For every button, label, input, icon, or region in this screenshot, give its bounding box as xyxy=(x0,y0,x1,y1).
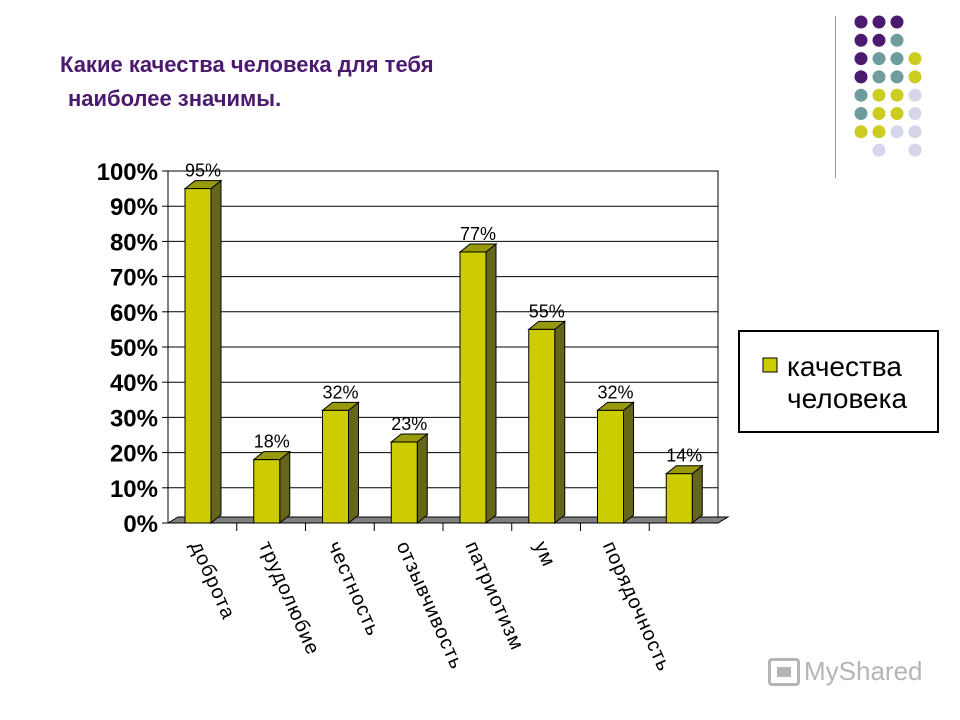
decorative-dot xyxy=(872,143,886,157)
decorative-dot xyxy=(872,70,886,84)
bar-side xyxy=(691,464,703,525)
x-tick-label: отзывчивость xyxy=(392,538,468,673)
decorative-dot xyxy=(890,125,904,139)
decorative-dot xyxy=(854,15,868,29)
legend-label: качества человека xyxy=(787,351,907,414)
legend-swatch xyxy=(762,357,778,373)
decorative-dot xyxy=(872,125,886,139)
decorative-dot xyxy=(872,15,886,29)
watermark-logo: MyShared xyxy=(768,656,923,687)
bar-side xyxy=(279,450,291,525)
x-tick-label: порядочность xyxy=(598,538,675,675)
y-tick-label: 90% xyxy=(110,194,158,221)
watermark-text: MyShared xyxy=(804,656,923,686)
bar xyxy=(253,459,281,524)
data-label: 23% xyxy=(391,414,427,434)
y-tick-label: 0% xyxy=(123,511,158,538)
bar xyxy=(184,188,212,524)
decorative-dot xyxy=(854,33,868,47)
bar-side xyxy=(554,320,566,525)
bar xyxy=(528,328,556,524)
decorative-dot xyxy=(872,33,886,47)
decorative-dot xyxy=(890,107,904,120)
decorative-dot xyxy=(890,70,904,84)
decorative-dot xyxy=(908,88,922,102)
decorative-dot-grid xyxy=(854,15,922,157)
title-line-1: Какие качества человека для тебя xyxy=(60,52,434,77)
decorative-dot xyxy=(872,52,886,66)
data-label: 95% xyxy=(185,161,221,181)
decorative-dot xyxy=(908,70,922,84)
decorative-dot xyxy=(854,107,868,120)
y-tick-label: 70% xyxy=(110,265,158,292)
decorative-dot xyxy=(854,70,868,84)
data-label: 77% xyxy=(460,224,496,244)
slide-title: Какие качества человека для тебя наиболе… xyxy=(60,48,434,116)
decorative-dot xyxy=(908,125,922,139)
decorative-dot xyxy=(890,33,904,47)
bar-side xyxy=(210,179,222,525)
decorative-dot xyxy=(890,15,904,29)
bar-side xyxy=(623,401,634,525)
decorative-divider xyxy=(835,16,836,178)
bar xyxy=(390,441,418,524)
data-label: 55% xyxy=(529,301,565,321)
y-tick-label: 50% xyxy=(110,335,158,362)
x-tick-label: ум xyxy=(529,538,559,570)
bar-side xyxy=(348,401,359,525)
decorative-dot xyxy=(890,52,904,66)
data-label: 18% xyxy=(254,432,290,452)
decorative-dot xyxy=(854,125,868,139)
legend-box xyxy=(738,330,939,433)
y-tick-label: 100% xyxy=(97,159,158,186)
decorative-dot xyxy=(854,88,868,102)
data-label: 32% xyxy=(597,382,633,402)
decorative-dot xyxy=(854,52,868,66)
bar xyxy=(459,251,487,524)
decorative-dot xyxy=(872,88,886,102)
y-tick-label: 20% xyxy=(110,441,158,468)
x-tick-label: честность xyxy=(323,538,384,640)
bar xyxy=(665,473,693,524)
y-tick-label: 30% xyxy=(110,405,158,432)
bar-side xyxy=(416,432,428,525)
decorative-dot xyxy=(908,143,922,157)
decorative-dot xyxy=(890,88,904,102)
x-tick-label: трудолюбие xyxy=(254,538,324,659)
y-tick-label: 60% xyxy=(110,300,158,327)
decorative-dot xyxy=(872,107,886,120)
y-tick-label: 40% xyxy=(110,370,158,397)
chart-floor xyxy=(166,516,730,524)
decorative-dot xyxy=(908,107,922,120)
y-tick-label: 10% xyxy=(110,476,158,503)
bar-side xyxy=(485,242,497,525)
data-label: 14% xyxy=(666,446,702,466)
decorative-dot xyxy=(908,52,922,66)
data-label: 32% xyxy=(322,382,358,402)
y-tick-label: 80% xyxy=(110,229,158,256)
chart-legend: качества человека xyxy=(738,330,939,433)
x-tick-label: доброта xyxy=(185,538,239,623)
x-tick-label: патриотизм xyxy=(460,538,528,654)
bar xyxy=(322,409,349,524)
title-line-2: наиболее значимы. xyxy=(68,86,282,111)
watermark-icon xyxy=(768,657,800,686)
bar xyxy=(597,409,624,524)
